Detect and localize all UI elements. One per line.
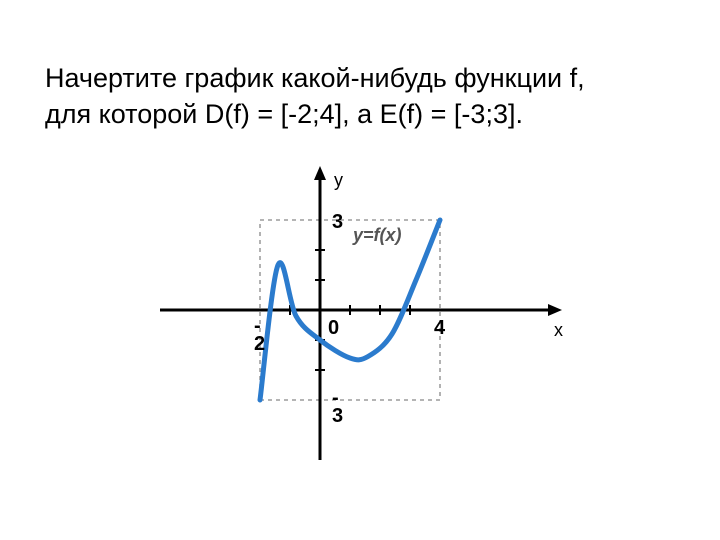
page-container: Начертите график какой-нибудь функции f,… (0, 0, 720, 540)
x-neg-label-num: 2 (254, 333, 265, 355)
x-axis-label: х (554, 320, 563, 340)
y-axis-arrow (314, 166, 326, 180)
y-axis-label: у (334, 170, 343, 190)
y-pos-label: 3 (332, 211, 343, 233)
problem-statement: Начертите график какой-нибудь функции f,… (45, 60, 585, 133)
x-pos-label: 4 (434, 317, 446, 339)
y-neg-label-num: 3 (332, 405, 343, 427)
x-axis-arrow (548, 304, 562, 316)
function-label: y=f(x) (352, 225, 402, 245)
origin-label: 0 (328, 317, 339, 339)
problem-line-1: Начертите график какой-нибудь функции f, (45, 63, 585, 93)
chart-area: ух0-243-3y=f(x) (150, 160, 570, 500)
problem-line-2: для которой D(f) = [-2;4], а E(f) = [-3;… (45, 99, 523, 129)
function-plot: ух0-243-3y=f(x) (150, 160, 570, 480)
